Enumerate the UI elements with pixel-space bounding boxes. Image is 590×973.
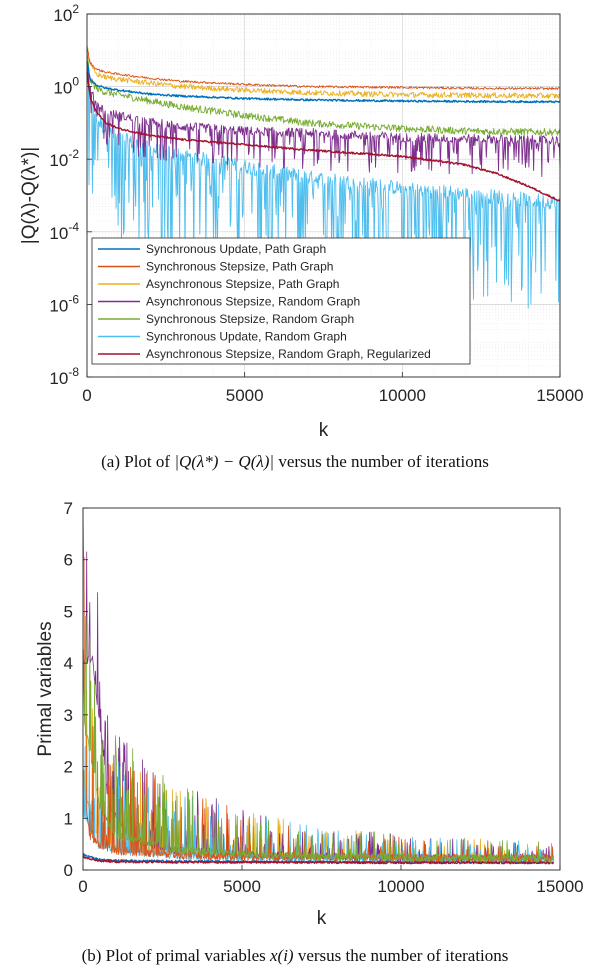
chart-a-y-tick-label: 10-4 (49, 220, 79, 243)
chart-a-legend-entry: Synchronous Update, Path Graph (146, 242, 326, 256)
chart-a-x-tick-label: 10000 (379, 386, 426, 405)
caption-b-suffix: versus the number of iterations (293, 946, 509, 965)
chart-a-legend-entry: Asynchronous Stepsize, Path Graph (146, 277, 339, 291)
chart-b-y-tick-label: 2 (64, 758, 73, 777)
chart-a-y-tick-label: 102 (53, 2, 79, 25)
chart-a-ylabel: |Q(λ)-Q(λ*)| (19, 147, 40, 244)
chart-a-xlabel: k (319, 420, 329, 441)
chart-a-legend-entry: Asynchronous Stepsize, Random Graph, Reg… (146, 347, 431, 361)
chart-a-legend: Synchronous Update, Path Graph Synchronou… (91, 237, 471, 365)
chart-b-x-tick-label: 10000 (377, 877, 424, 896)
chart-a-y-tick-label: 10-6 (49, 292, 79, 315)
chart-a-series-line (86, 61, 560, 104)
caption-a-math: |Q(λ*) − Q(λ)| (174, 452, 275, 471)
chart-b-y-tick-label: 6 (64, 551, 73, 570)
chart-a-series-line (86, 51, 561, 137)
chart-b-x-tick-label: 0 (78, 877, 87, 896)
chart-a-series-line (86, 47, 561, 91)
chart-a-y-tick-label: 10-8 (49, 365, 79, 388)
chart-a-legend-entry: Asynchronous Stepsize, Random Graph (146, 295, 360, 309)
chart-b-series-line (82, 551, 554, 863)
chart-a-x-tick-label: 5000 (226, 386, 264, 405)
chart-b-xlabel: k (317, 908, 327, 929)
chart-a-series-line (86, 62, 561, 178)
chart-b-x-tick-label: 5000 (223, 877, 261, 896)
chart-b-y-tick-label: 0 (64, 861, 73, 880)
caption-a-prefix: (a) Plot of (101, 452, 175, 471)
caption-b-math: x(i) (269, 946, 294, 965)
chart-b-series (82, 507, 555, 865)
chart-a-legend-box (91, 237, 471, 365)
chart-b-y-tick-label: 3 (64, 706, 73, 725)
chart-b-y-tick-label: 5 (64, 602, 73, 621)
chart-b-y-tick-label: 4 (64, 654, 73, 673)
chart-a-ticks: 0 5000 10000 15000 10-8 10-6 10-4 10-2 100 102 (49, 2, 583, 405)
chart-b-axes-box (82, 507, 561, 871)
chart-b-x-tick-label: 15000 (536, 877, 583, 896)
chart-b-ylabel: Primal variables (35, 621, 56, 756)
chart-a-legend-entry: Synchronous Update, Random Graph (146, 330, 347, 344)
chart-b-series-line (82, 855, 555, 865)
chart-a-series-line (86, 45, 561, 100)
chart-a-series-line (86, 71, 561, 202)
chart-a-legend-entry: Synchronous Stepsize, Path Graph (146, 260, 333, 274)
chart-a-y-tick-label: 10-2 (49, 147, 79, 170)
chart-a-x-tick-label: 0 (82, 386, 91, 405)
caption-a-suffix: versus the number of iterations (274, 452, 489, 471)
chart-b-y-tick-label: 1 (64, 809, 73, 828)
chart-a-legend-entry: Synchronous Stepsize, Random Graph (146, 312, 354, 326)
chart-b: 0 5000 10000 15000 0 1 2 3 4 5 6 7 k Primal variables (35, 499, 584, 929)
chart-a-series (86, 45, 561, 309)
caption-b: (b) Plot of primal variables x(i) versus… (0, 946, 590, 966)
chart-b-ticks: 0 5000 10000 15000 0 1 2 3 4 5 6 7 (64, 499, 584, 896)
caption-b-prefix: (b) Plot of primal variables (81, 946, 270, 965)
chart-a-y-tick-label: 100 (53, 75, 79, 98)
chart-b-y-tick-label: 7 (64, 499, 73, 518)
chart-a: 0 5000 10000 15000 10-8 10-6 10-4 10-2 100 102 k |Q… (19, 2, 584, 441)
chart-a-x-tick-label: 15000 (536, 386, 583, 405)
caption-a: (a) Plot of |Q(λ*) − Q(λ)| versus the nu… (0, 452, 590, 472)
chart-a-axes-box (86, 13, 561, 378)
chart-b-series-line (82, 615, 554, 864)
